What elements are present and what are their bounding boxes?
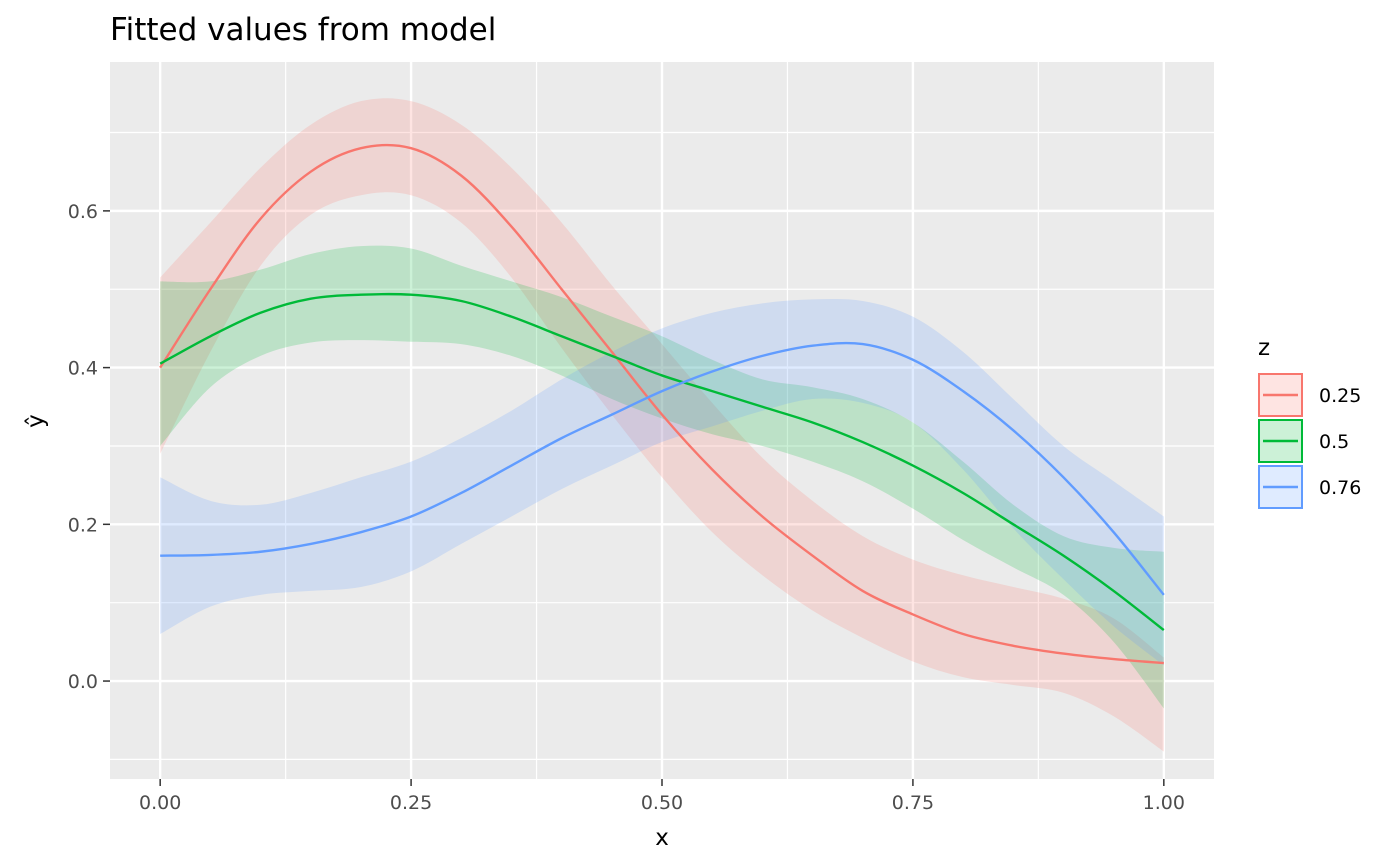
band-z-0.76 — [160, 298, 1164, 666]
legend-title: z — [1258, 335, 1270, 361]
legend-label-z-0.25: 0.25 — [1319, 385, 1361, 407]
x-tick-label: 0.25 — [390, 792, 432, 814]
legend: z 0.25 0.5 0.76 — [1258, 335, 1361, 509]
x-tick-label: 0.00 — [139, 792, 181, 814]
y-tick-label: 0.2 — [68, 514, 98, 536]
y-tick-label: 0.0 — [68, 671, 98, 693]
band-z-0.5 — [160, 245, 1164, 709]
line-z-0.5 — [159, 292, 1165, 632]
chart-title: Fitted values from model — [110, 12, 496, 48]
line-z-0.76 — [160, 341, 1165, 596]
y-tick-label: 0.6 — [68, 201, 98, 223]
band-z-0.25 — [160, 98, 1164, 752]
x-tick-label: 0.50 — [641, 792, 683, 814]
confidence-bands — [160, 98, 1164, 752]
x-axis-title: x — [655, 825, 669, 851]
y-tick-label: 0.4 — [68, 358, 98, 380]
y-axis-title: ŷ — [23, 414, 49, 428]
x-tick-label: 1.00 — [1143, 792, 1185, 814]
y-axis: 0.0 0.2 0.4 0.6 — [68, 201, 110, 693]
x-tick-label: 0.75 — [892, 792, 934, 814]
grid-major — [110, 62, 1214, 779]
fitted-lines — [159, 143, 1165, 665]
legend-label-z-0.5: 0.5 — [1319, 431, 1349, 453]
x-axis: 0.00 0.25 0.50 0.75 1.00 — [139, 779, 1185, 814]
legend-label-z-0.76: 0.76 — [1319, 477, 1361, 499]
